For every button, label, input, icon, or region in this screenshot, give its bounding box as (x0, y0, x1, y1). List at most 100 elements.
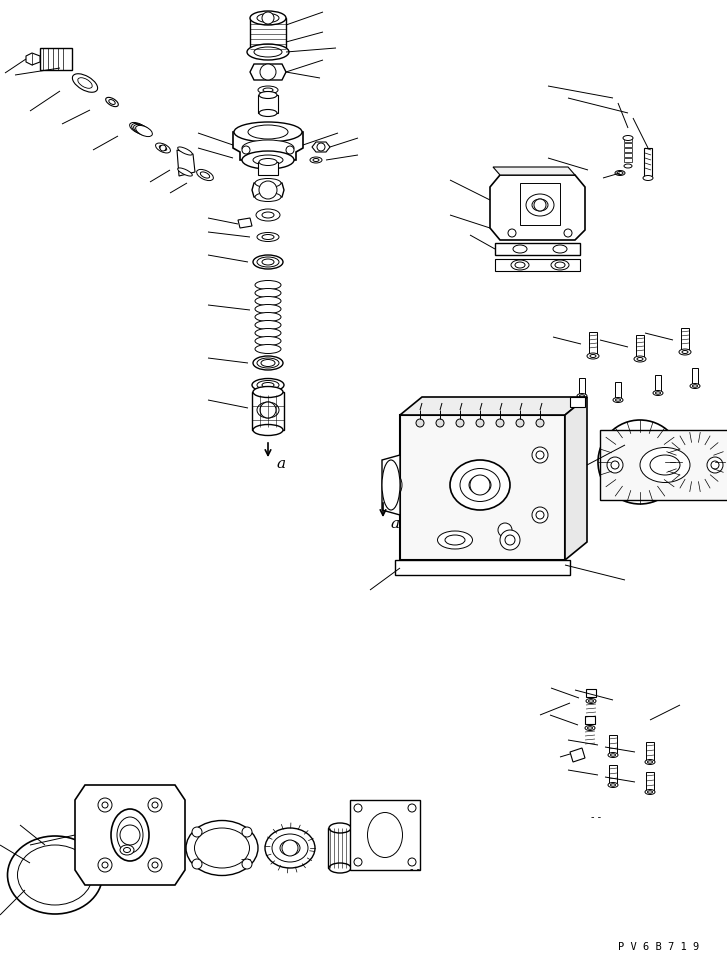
Circle shape (98, 798, 112, 812)
Ellipse shape (257, 402, 279, 418)
Polygon shape (644, 148, 652, 176)
Ellipse shape (587, 353, 599, 359)
Ellipse shape (272, 834, 308, 862)
Circle shape (152, 802, 158, 808)
Circle shape (611, 461, 619, 469)
Polygon shape (646, 772, 654, 790)
Ellipse shape (515, 262, 525, 268)
Ellipse shape (201, 171, 209, 178)
Ellipse shape (679, 349, 691, 355)
Ellipse shape (242, 140, 294, 156)
Text: - -: - - (241, 854, 251, 864)
Ellipse shape (656, 392, 661, 395)
Ellipse shape (469, 476, 491, 494)
Ellipse shape (257, 358, 279, 368)
Ellipse shape (445, 535, 465, 545)
Ellipse shape (615, 171, 625, 175)
Ellipse shape (136, 125, 153, 137)
Ellipse shape (588, 699, 593, 702)
Ellipse shape (579, 395, 585, 398)
Text: a: a (276, 457, 285, 471)
Polygon shape (250, 64, 286, 80)
Ellipse shape (265, 828, 315, 868)
Polygon shape (250, 18, 286, 52)
Ellipse shape (587, 727, 593, 729)
Ellipse shape (617, 171, 623, 174)
Polygon shape (579, 378, 585, 394)
Ellipse shape (368, 812, 403, 857)
Circle shape (408, 804, 416, 812)
Polygon shape (570, 397, 585, 407)
Ellipse shape (247, 44, 289, 60)
Circle shape (408, 858, 416, 866)
Ellipse shape (590, 354, 596, 357)
Ellipse shape (392, 478, 400, 491)
Circle shape (707, 457, 723, 473)
Circle shape (282, 840, 298, 856)
Ellipse shape (262, 382, 274, 387)
Ellipse shape (109, 100, 115, 104)
Ellipse shape (255, 296, 281, 306)
Ellipse shape (255, 305, 281, 313)
Ellipse shape (526, 194, 554, 216)
Polygon shape (609, 765, 617, 783)
Ellipse shape (256, 209, 280, 221)
Ellipse shape (253, 255, 283, 269)
Ellipse shape (134, 125, 150, 136)
Circle shape (508, 229, 516, 237)
Circle shape (242, 827, 252, 837)
Ellipse shape (259, 158, 277, 166)
Ellipse shape (195, 828, 249, 868)
Ellipse shape (608, 752, 618, 758)
Ellipse shape (255, 329, 281, 337)
Polygon shape (681, 328, 689, 350)
Polygon shape (400, 415, 565, 560)
Circle shape (687, 454, 703, 470)
Ellipse shape (329, 823, 351, 833)
Ellipse shape (613, 398, 623, 402)
Polygon shape (495, 243, 580, 255)
Ellipse shape (623, 135, 633, 141)
Circle shape (500, 530, 520, 550)
Circle shape (607, 457, 623, 473)
Polygon shape (589, 332, 597, 354)
Polygon shape (233, 132, 303, 160)
Circle shape (120, 825, 140, 845)
Text: - -: - - (410, 864, 420, 874)
Circle shape (476, 419, 484, 427)
Ellipse shape (259, 109, 277, 117)
Text: a: a (390, 517, 399, 531)
Ellipse shape (329, 863, 351, 873)
Ellipse shape (257, 380, 279, 390)
Polygon shape (600, 430, 727, 500)
Ellipse shape (252, 378, 284, 392)
Circle shape (665, 432, 725, 492)
Circle shape (416, 419, 424, 427)
Ellipse shape (253, 155, 283, 165)
Ellipse shape (132, 124, 148, 134)
Polygon shape (624, 143, 632, 147)
Ellipse shape (611, 784, 616, 787)
Ellipse shape (186, 820, 258, 876)
Ellipse shape (117, 817, 143, 853)
Ellipse shape (513, 245, 527, 253)
Circle shape (505, 535, 515, 545)
Polygon shape (328, 828, 352, 868)
Circle shape (675, 442, 715, 482)
Ellipse shape (253, 356, 283, 370)
Polygon shape (624, 153, 632, 157)
Ellipse shape (257, 13, 279, 22)
Ellipse shape (653, 391, 663, 396)
Ellipse shape (196, 170, 214, 180)
Circle shape (536, 451, 544, 459)
Circle shape (470, 475, 490, 495)
Ellipse shape (124, 848, 131, 853)
Circle shape (536, 419, 544, 427)
Circle shape (532, 447, 548, 463)
Ellipse shape (438, 531, 473, 549)
Ellipse shape (255, 178, 281, 188)
Polygon shape (252, 392, 284, 430)
Polygon shape (624, 148, 632, 152)
Ellipse shape (555, 262, 565, 268)
Ellipse shape (258, 86, 278, 94)
